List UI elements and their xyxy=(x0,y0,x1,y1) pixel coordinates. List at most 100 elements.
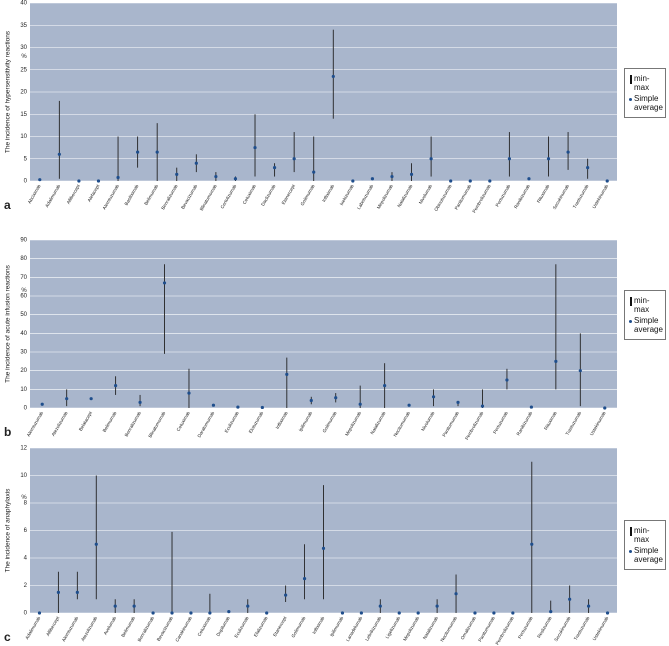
x-tick-label: Trastuzumab xyxy=(565,410,583,436)
x-tick-label: Natalizumab xyxy=(369,410,386,435)
legend-symbol xyxy=(627,546,634,553)
x-tick-label: Basiliximab xyxy=(124,183,140,206)
x-tick-label: Rituximab xyxy=(543,410,558,431)
average-point xyxy=(260,405,264,410)
y-tick-label: 80 xyxy=(20,256,27,262)
x-tick-label: Natalizumab xyxy=(422,615,439,640)
average-point xyxy=(359,611,363,615)
average-point xyxy=(272,166,277,170)
y-axis-unit: % xyxy=(21,288,27,294)
x-tick-label: Ipilimumab xyxy=(329,615,345,637)
panel-label: a xyxy=(4,198,11,212)
average-point xyxy=(175,172,179,176)
average-point xyxy=(456,400,460,404)
x-tick-label: Pembrolizumab xyxy=(464,410,485,441)
x-tick-label: Alemtuzumab xyxy=(61,615,80,642)
x-tick-label: Pertuzumab xyxy=(517,615,534,639)
legend-symbol xyxy=(627,296,634,306)
average-point xyxy=(312,170,316,174)
x-tick-label: Aflibercept xyxy=(66,183,82,205)
average-point xyxy=(383,384,387,388)
legend-label: min-max xyxy=(634,526,650,544)
x-tick-label: Nivolumab xyxy=(418,183,433,205)
y-tick-label: 15 xyxy=(20,112,27,118)
y-axis-title: The incidence of acute infusion reaction… xyxy=(5,264,12,383)
legend-label: Simple average xyxy=(634,546,663,564)
y-tick-label: 60 xyxy=(20,294,27,300)
legend-symbol xyxy=(627,316,634,323)
x-tick-label: Cetuximab xyxy=(196,615,212,637)
average-point xyxy=(65,397,69,401)
y-tick-label: 5 xyxy=(24,156,28,162)
x-tick-label: Belatacept xyxy=(78,410,94,432)
panel-label: c xyxy=(4,630,11,644)
average-point xyxy=(566,150,570,154)
average-point xyxy=(334,396,338,400)
x-tick-label: Cetuximab xyxy=(176,410,192,432)
x-tick-label: Adalimumab xyxy=(24,615,41,640)
y-tick-label: 10 xyxy=(20,387,27,393)
x-tick-label: Etanercept xyxy=(281,183,297,205)
y-axis-unit: % xyxy=(21,495,27,501)
x-tick-label: Nivolumab xyxy=(420,410,435,432)
y-tick-label: 10 xyxy=(20,473,27,479)
x-tick-label: Etanercept xyxy=(272,615,288,637)
x-tick-label: Atezolizumab xyxy=(80,615,98,642)
x-tick-label: Necitumumab xyxy=(393,410,412,437)
x-tick-label: Mepolizumab xyxy=(344,410,362,437)
y-tick-label: 12 xyxy=(20,446,27,452)
y-tick-label: 6 xyxy=(24,528,28,534)
legend-item: Simple average xyxy=(627,316,663,334)
x-tick-label: Golimumab xyxy=(322,410,338,433)
average-point xyxy=(37,611,42,615)
average-point xyxy=(75,590,79,594)
x-tick-label: Ligelizumab xyxy=(385,615,402,639)
average-point xyxy=(605,179,609,183)
x-tick-label: Trastuzumab xyxy=(573,615,591,641)
average-point xyxy=(578,369,582,373)
legend-item: Simple average xyxy=(627,546,663,564)
average-point xyxy=(605,611,610,615)
average-point xyxy=(468,179,472,183)
x-tick-label: Panitumumab xyxy=(477,615,496,642)
average-point xyxy=(38,178,42,182)
average-swatch xyxy=(629,98,632,101)
y-tick-label: 0 xyxy=(24,406,28,412)
average-point xyxy=(505,378,509,382)
x-tick-label: Ipilimumab xyxy=(298,410,314,432)
x-tick-label: Aflibercept xyxy=(45,615,61,637)
x-tick-label: Ranibizumab xyxy=(513,183,531,209)
x-tick-label: Labetuzumab xyxy=(356,183,374,210)
average-point xyxy=(170,611,174,615)
x-tick-label: Adalimumab xyxy=(44,183,61,208)
x-tick-label: Daclizumab xyxy=(260,183,277,207)
x-tick-label: Alefacept xyxy=(86,183,100,203)
x-tick-label: Golimumab xyxy=(290,615,306,638)
x-tick-label: Mepolizumab xyxy=(376,183,394,210)
average-point xyxy=(211,403,216,407)
average-point xyxy=(40,402,44,406)
x-tick-label: Benralizumab xyxy=(160,183,179,210)
y-tick-label: 25 xyxy=(20,67,27,73)
x-tick-label: Belimumab xyxy=(102,410,118,433)
x-tick-label: Daratumumab xyxy=(196,410,215,438)
average-point xyxy=(435,604,439,608)
legend-symbol xyxy=(627,94,634,101)
x-tick-label: Pertuzumab xyxy=(495,183,512,207)
x-tick-label: Bevacizumab xyxy=(180,183,198,210)
x-tick-label: Efalizumab xyxy=(253,615,269,638)
x-tick-label: Belimumab xyxy=(143,183,159,206)
average-point xyxy=(162,281,167,285)
x-tick-label: Benralizumab xyxy=(124,410,143,437)
y-tick-label: 20 xyxy=(20,368,27,374)
x-tick-label: Obinutuzumab xyxy=(433,183,452,212)
x-tick-label: Alemtuzumab xyxy=(26,410,45,437)
average-point xyxy=(603,406,607,410)
average-point xyxy=(187,391,191,395)
y-tick-label: 0 xyxy=(24,179,28,185)
average-point xyxy=(114,384,118,388)
x-tick-label: Lanadelumab xyxy=(345,615,363,642)
average-point xyxy=(285,372,289,376)
average-point xyxy=(284,593,288,597)
